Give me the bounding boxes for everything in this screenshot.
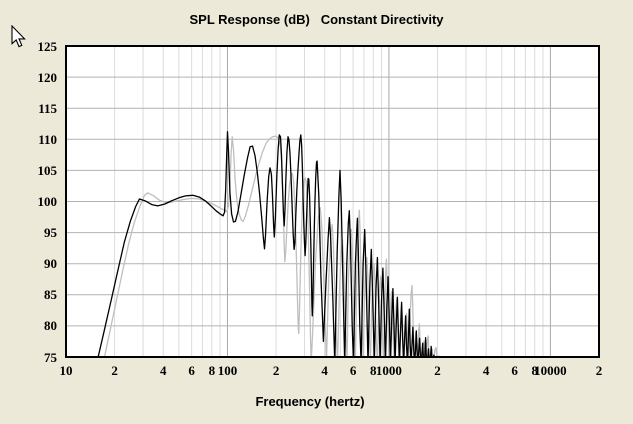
spl-curve-reference	[103, 135, 441, 357]
x-tick-label: 8	[370, 363, 377, 378]
y-tick-label: 90	[44, 256, 57, 272]
y-tick-label: 115	[38, 100, 57, 116]
mouse-cursor-icon	[11, 25, 26, 48]
x-tick-label: 100	[217, 363, 238, 378]
y-tick-label: 125	[37, 38, 58, 54]
x-axis-title: Frequency (hertz)	[255, 394, 365, 409]
x-tick-label: 2	[272, 363, 280, 378]
x-tick-label: 10000	[534, 363, 567, 378]
y-tick-label: 75	[44, 349, 57, 365]
plot-frame	[65, 45, 600, 358]
y-tick-label: 80	[44, 318, 57, 334]
x-tick-label: 6	[188, 363, 195, 378]
y-tick-label: 85	[44, 287, 57, 303]
y-tick-label: 105	[37, 162, 58, 178]
x-tick-label: 2	[434, 363, 441, 378]
chart-title: SPL Response (dB) Constant Directivity	[189, 12, 444, 27]
x-tick-label: 6	[349, 363, 357, 378]
y-tick-label: 120	[37, 69, 58, 85]
x-tick-label: 2	[595, 363, 603, 378]
x-tick-label: 2	[111, 363, 118, 378]
x-tick-label: 8	[208, 363, 216, 378]
y-tick-label: 100	[37, 194, 58, 209]
x-tick-label: 4	[321, 363, 328, 378]
y-tick-label: 95	[44, 225, 57, 241]
spl-curve-main	[97, 131, 435, 357]
x-tick-label: 4	[482, 363, 490, 378]
x-tick-label: 10	[59, 363, 73, 378]
x-tick-label: 6	[511, 363, 518, 378]
y-tick-label: 110	[38, 131, 57, 147]
x-tick-label: 8	[531, 363, 538, 378]
x-tick-label: 1000	[375, 363, 402, 378]
x-tick-label: 4	[159, 363, 167, 378]
